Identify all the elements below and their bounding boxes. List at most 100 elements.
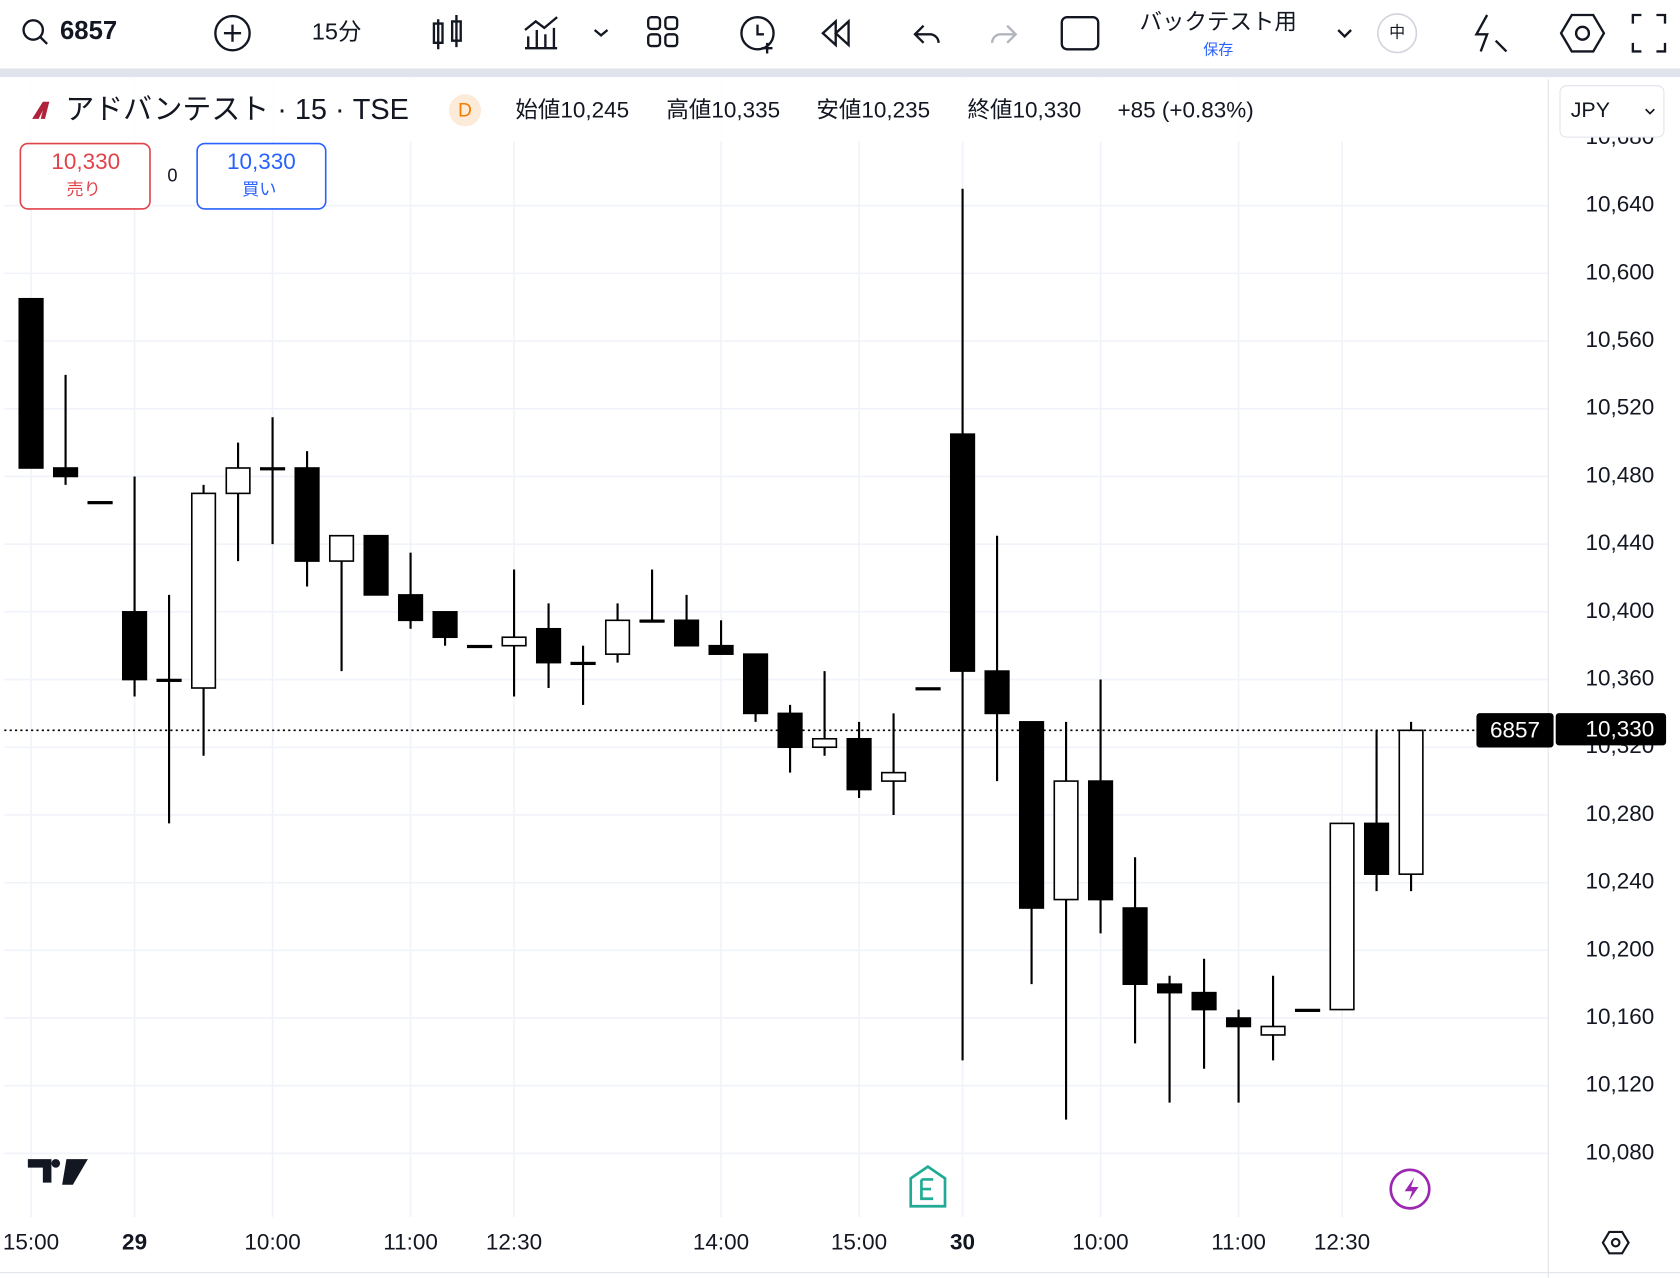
candle-body bbox=[1156, 983, 1183, 994]
y-tick-label: 10,080 bbox=[1585, 1139, 1654, 1164]
badge: 中 bbox=[1389, 23, 1405, 41]
candle-body bbox=[501, 636, 527, 647]
settings-icon[interactable] bbox=[1559, 13, 1606, 53]
candle-body bbox=[846, 737, 872, 791]
y-tick-label: 10,640 bbox=[1585, 192, 1654, 217]
event-marker-icon bbox=[1404, 1177, 1419, 1201]
candle-body bbox=[949, 433, 976, 672]
candle-body bbox=[328, 534, 355, 562]
replay-icon[interactable] bbox=[821, 18, 850, 48]
symbol-logo bbox=[32, 101, 50, 119]
x-tick-label: 11:00 bbox=[1211, 1230, 1266, 1255]
candle-body bbox=[466, 644, 493, 649]
candle-body bbox=[1260, 1025, 1286, 1036]
undo-icon[interactable] bbox=[913, 24, 940, 44]
x-tick-label: 10:00 bbox=[1072, 1230, 1128, 1255]
quantity[interactable]: 0 bbox=[167, 166, 177, 186]
candle-body bbox=[535, 627, 562, 664]
candle-body bbox=[121, 611, 148, 681]
y-tick-label: 10,280 bbox=[1585, 801, 1654, 826]
layout-name[interactable]: バックテスト用 bbox=[1140, 10, 1297, 35]
layout-icon bbox=[647, 33, 662, 48]
candle-body bbox=[604, 619, 631, 655]
candle-body bbox=[811, 737, 838, 749]
layout-save-box[interactable] bbox=[1060, 15, 1100, 51]
legend-change: +85 (+0.83%) bbox=[1118, 97, 1254, 122]
search-icon[interactable] bbox=[22, 19, 45, 41]
candle-body bbox=[1225, 1017, 1252, 1028]
x-tick-label: 12:30 bbox=[486, 1230, 542, 1255]
dropdown-icon[interactable] bbox=[1337, 29, 1352, 39]
x-tick-label: 11:00 bbox=[383, 1230, 438, 1255]
fullscreen-icon[interactable] bbox=[1631, 13, 1667, 53]
y-tick-label: 10,120 bbox=[1585, 1072, 1654, 1097]
sell-button[interactable] bbox=[19, 142, 151, 210]
earnings-marker[interactable] bbox=[909, 1164, 947, 1208]
candle-body bbox=[880, 771, 907, 782]
layout-icon bbox=[664, 33, 679, 48]
candle-body bbox=[915, 687, 941, 691]
axis-settings-icon[interactable] bbox=[1601, 1230, 1630, 1255]
redo-icon[interactable] bbox=[990, 24, 1018, 44]
y-tick-label: 10,520 bbox=[1585, 395, 1654, 420]
legend-high: 高値10,335 bbox=[666, 97, 780, 122]
x-tick-label: 12:30 bbox=[1314, 1230, 1370, 1255]
candle-body bbox=[1363, 822, 1390, 875]
candle-body bbox=[570, 661, 596, 666]
buy-price: 10,330 bbox=[227, 149, 296, 174]
currency-select[interactable] bbox=[1559, 85, 1665, 138]
legend-badge: D bbox=[458, 101, 472, 122]
layout-icon bbox=[664, 15, 679, 31]
candle-body bbox=[156, 678, 182, 682]
candle-body bbox=[1053, 780, 1079, 901]
buy-button[interactable] bbox=[196, 142, 327, 210]
sell-price: 10,330 bbox=[51, 149, 120, 174]
earnings-marker-letter bbox=[920, 1178, 934, 1201]
y-tick-label: 10,560 bbox=[1585, 327, 1654, 352]
candle-body bbox=[190, 492, 217, 689]
legend-open: 始値10,245 bbox=[515, 97, 629, 122]
x-tick-label: 10:00 bbox=[244, 1230, 300, 1255]
y-tick-label: 10,240 bbox=[1585, 869, 1654, 894]
symbol[interactable]: 6857 bbox=[60, 17, 117, 45]
candle-body bbox=[432, 611, 458, 639]
candle-body bbox=[259, 467, 286, 471]
candle-body bbox=[1398, 729, 1424, 875]
x-tick-label: 15:00 bbox=[831, 1230, 887, 1255]
quick-search-icon[interactable] bbox=[1474, 14, 1508, 53]
dropdown-icon[interactable] bbox=[593, 29, 609, 37]
y-tick-label: 10,360 bbox=[1585, 665, 1654, 690]
candle-body bbox=[1294, 1008, 1321, 1012]
candle-body bbox=[984, 670, 1010, 715]
candle-body bbox=[639, 619, 665, 623]
price-tag-label: 10,330 bbox=[1585, 716, 1654, 741]
y-tick-label: 10,480 bbox=[1585, 462, 1654, 487]
interval[interactable]: 15分 bbox=[312, 18, 362, 44]
candle-body bbox=[87, 501, 113, 505]
candle-body bbox=[1087, 780, 1114, 901]
badge-circle[interactable] bbox=[1377, 13, 1418, 54]
indicators-icon[interactable] bbox=[524, 16, 558, 50]
add-symbol[interactable] bbox=[214, 14, 251, 52]
candle-body bbox=[294, 467, 320, 562]
toolbar-separator bbox=[0, 68, 1680, 78]
layout-icon[interactable] bbox=[647, 15, 662, 31]
chart-type-icon[interactable] bbox=[432, 14, 462, 50]
buy-label: 買い bbox=[242, 179, 276, 199]
y-tick-label: 10,200 bbox=[1585, 936, 1654, 961]
settings-icon-center bbox=[1574, 25, 1591, 41]
y-tick-label: 10,440 bbox=[1585, 530, 1654, 555]
sell-label: 売り bbox=[66, 179, 100, 199]
candle-body bbox=[363, 534, 389, 596]
legend: アドバンテスト · 15 · TSE D 始値10,245 高値10,335 安… bbox=[4, 79, 1665, 142]
alert-icon[interactable] bbox=[740, 15, 775, 51]
dropdown-icon bbox=[1645, 108, 1655, 115]
symbol-tag bbox=[1476, 713, 1554, 748]
x-tick-label: 14:00 bbox=[693, 1230, 749, 1255]
candle-body bbox=[18, 297, 44, 469]
axis-settings-center bbox=[1610, 1237, 1621, 1248]
legend-low: 安値10,235 bbox=[816, 97, 930, 122]
price-tag bbox=[1555, 713, 1667, 746]
candle-body bbox=[742, 653, 769, 715]
